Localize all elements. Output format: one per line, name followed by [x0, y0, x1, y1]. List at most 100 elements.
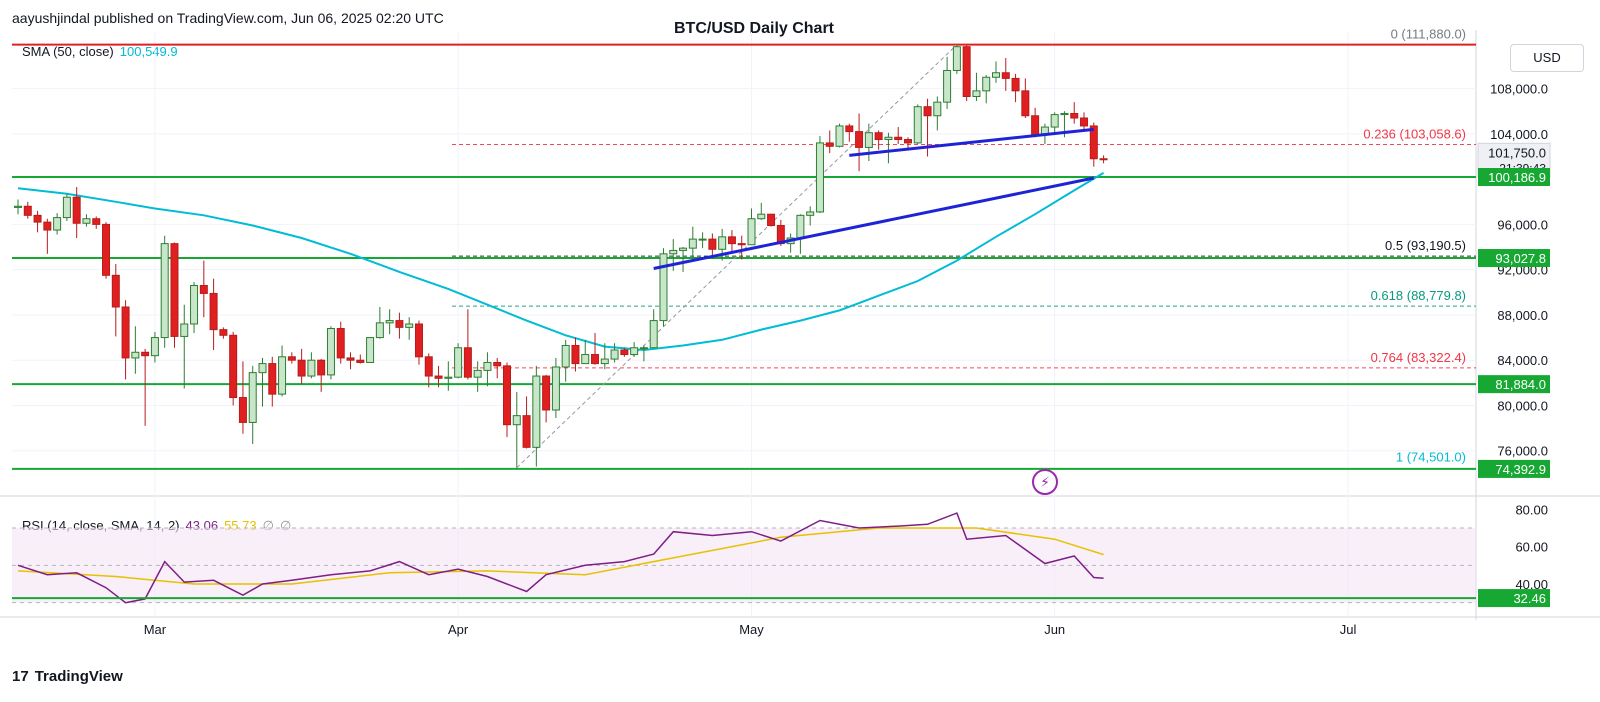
candle-body	[395, 320, 404, 328]
candle-body	[747, 218, 756, 246]
flash-icon[interactable]: ⚡	[1032, 469, 1058, 495]
candle-body	[630, 347, 639, 356]
candle-body	[219, 329, 228, 336]
support-price-label: 74,392.9	[1495, 462, 1546, 477]
candle-body	[268, 363, 277, 395]
candle-body	[82, 218, 91, 224]
candle-body	[903, 139, 912, 144]
candle-body	[190, 285, 199, 325]
rsi-level-tag	[1478, 589, 1550, 608]
sma-50-line	[17, 172, 1105, 352]
candle-body	[591, 354, 600, 365]
candle-body	[287, 356, 296, 361]
candle-body	[923, 106, 932, 117]
candle-body	[1099, 158, 1108, 161]
publish-header: aayushjindal published on TradingView.co…	[12, 10, 444, 26]
y-tick-label: 80,000.0	[1497, 398, 1548, 413]
candle-body	[473, 369, 482, 378]
fib-level-label: 0.618 (88,779.8)	[1371, 288, 1466, 303]
candle-body	[1070, 112, 1079, 119]
rsi-band-lower-value: ∅	[279, 518, 292, 533]
x-tick-label: Jun	[1044, 622, 1065, 637]
x-tick-label: Apr	[448, 622, 469, 637]
candle-body	[1089, 125, 1098, 160]
candle-body	[317, 359, 326, 376]
candle-body	[522, 415, 531, 448]
candle-body	[933, 101, 942, 117]
candle-body	[708, 238, 717, 250]
candle-body	[1011, 77, 1020, 92]
candle-body	[102, 223, 111, 276]
candle-body	[385, 320, 394, 324]
sma-legend[interactable]: SMA (50, close) 100,549.9	[22, 44, 178, 59]
candle-body	[718, 236, 727, 250]
candle-body	[503, 365, 511, 426]
currency-button[interactable]: USD	[1510, 44, 1584, 72]
candle-body	[238, 397, 247, 423]
candle-body	[610, 349, 619, 360]
rsi-ma-line	[17, 527, 1104, 585]
y-tick-label: 76,000.0	[1497, 444, 1548, 459]
sma-legend-label: SMA (50, close)	[22, 44, 114, 59]
candle-body	[356, 359, 365, 363]
candle-body	[855, 131, 864, 148]
candle-body	[278, 356, 287, 395]
candle-body	[737, 243, 746, 246]
chart-title: BTC/USD Daily Chart	[673, 20, 835, 37]
candle-body	[375, 322, 384, 339]
support-price-label: 100,186.9	[1488, 170, 1546, 185]
support-price-tag	[1478, 459, 1550, 478]
candle-body	[366, 337, 375, 363]
candle-body	[131, 351, 140, 359]
candle-body	[815, 142, 824, 213]
candle-body	[698, 238, 707, 241]
candle-body	[180, 323, 189, 337]
candle-body	[894, 136, 903, 141]
candle-body	[825, 142, 834, 147]
candle-body	[962, 46, 971, 98]
rsi-y-tick-label: 40.00	[1515, 577, 1548, 592]
candle-body	[943, 69, 952, 103]
candle-body	[229, 334, 238, 399]
candle-body	[1050, 114, 1059, 128]
support-price-tag	[1478, 249, 1550, 268]
sma-legend-value: 100,549.9	[119, 44, 178, 59]
support-price-tag	[1478, 168, 1550, 187]
y-tick-label: 96,000.0	[1497, 217, 1548, 232]
candle-body	[542, 375, 551, 411]
current-price-label: 101,750.0	[1488, 145, 1546, 160]
candle-body	[884, 136, 893, 141]
fib-level-label: 1 (74,501.0)	[1396, 450, 1466, 465]
fib-level-label: 0.764 (83,322.4)	[1371, 350, 1466, 365]
candle-body	[307, 359, 316, 377]
candle-body	[767, 213, 776, 227]
tradingview-logo[interactable]: 17 TradingView	[12, 668, 123, 685]
support-price-label: 93,027.8	[1495, 251, 1546, 266]
candle-body	[336, 328, 345, 359]
candle-body	[757, 213, 766, 220]
candle-body	[43, 221, 52, 231]
rsi-line	[17, 512, 1104, 604]
candle-body	[952, 46, 961, 71]
candle-body	[23, 205, 32, 216]
candle-body	[454, 347, 463, 378]
candle-body	[561, 344, 570, 368]
candle-body	[170, 243, 179, 337]
candle-body	[581, 354, 590, 365]
candle-body	[669, 249, 678, 255]
candle-body	[72, 196, 81, 224]
candle-body	[982, 76, 991, 92]
rsi-y-tick-label: 80.00	[1515, 502, 1548, 517]
candle-body	[444, 376, 453, 379]
y-tick-label: 104,000.0	[1490, 127, 1548, 142]
candle-body	[639, 347, 648, 350]
rsi-level-label: 32.46	[1513, 591, 1546, 606]
candle-body	[424, 356, 433, 377]
candle-body	[297, 359, 306, 377]
tradingview-logo-mark: 17	[12, 668, 29, 685]
candle-body	[874, 132, 883, 141]
candle-body	[796, 214, 805, 239]
candle-body	[551, 366, 560, 411]
candle-body	[141, 351, 150, 357]
